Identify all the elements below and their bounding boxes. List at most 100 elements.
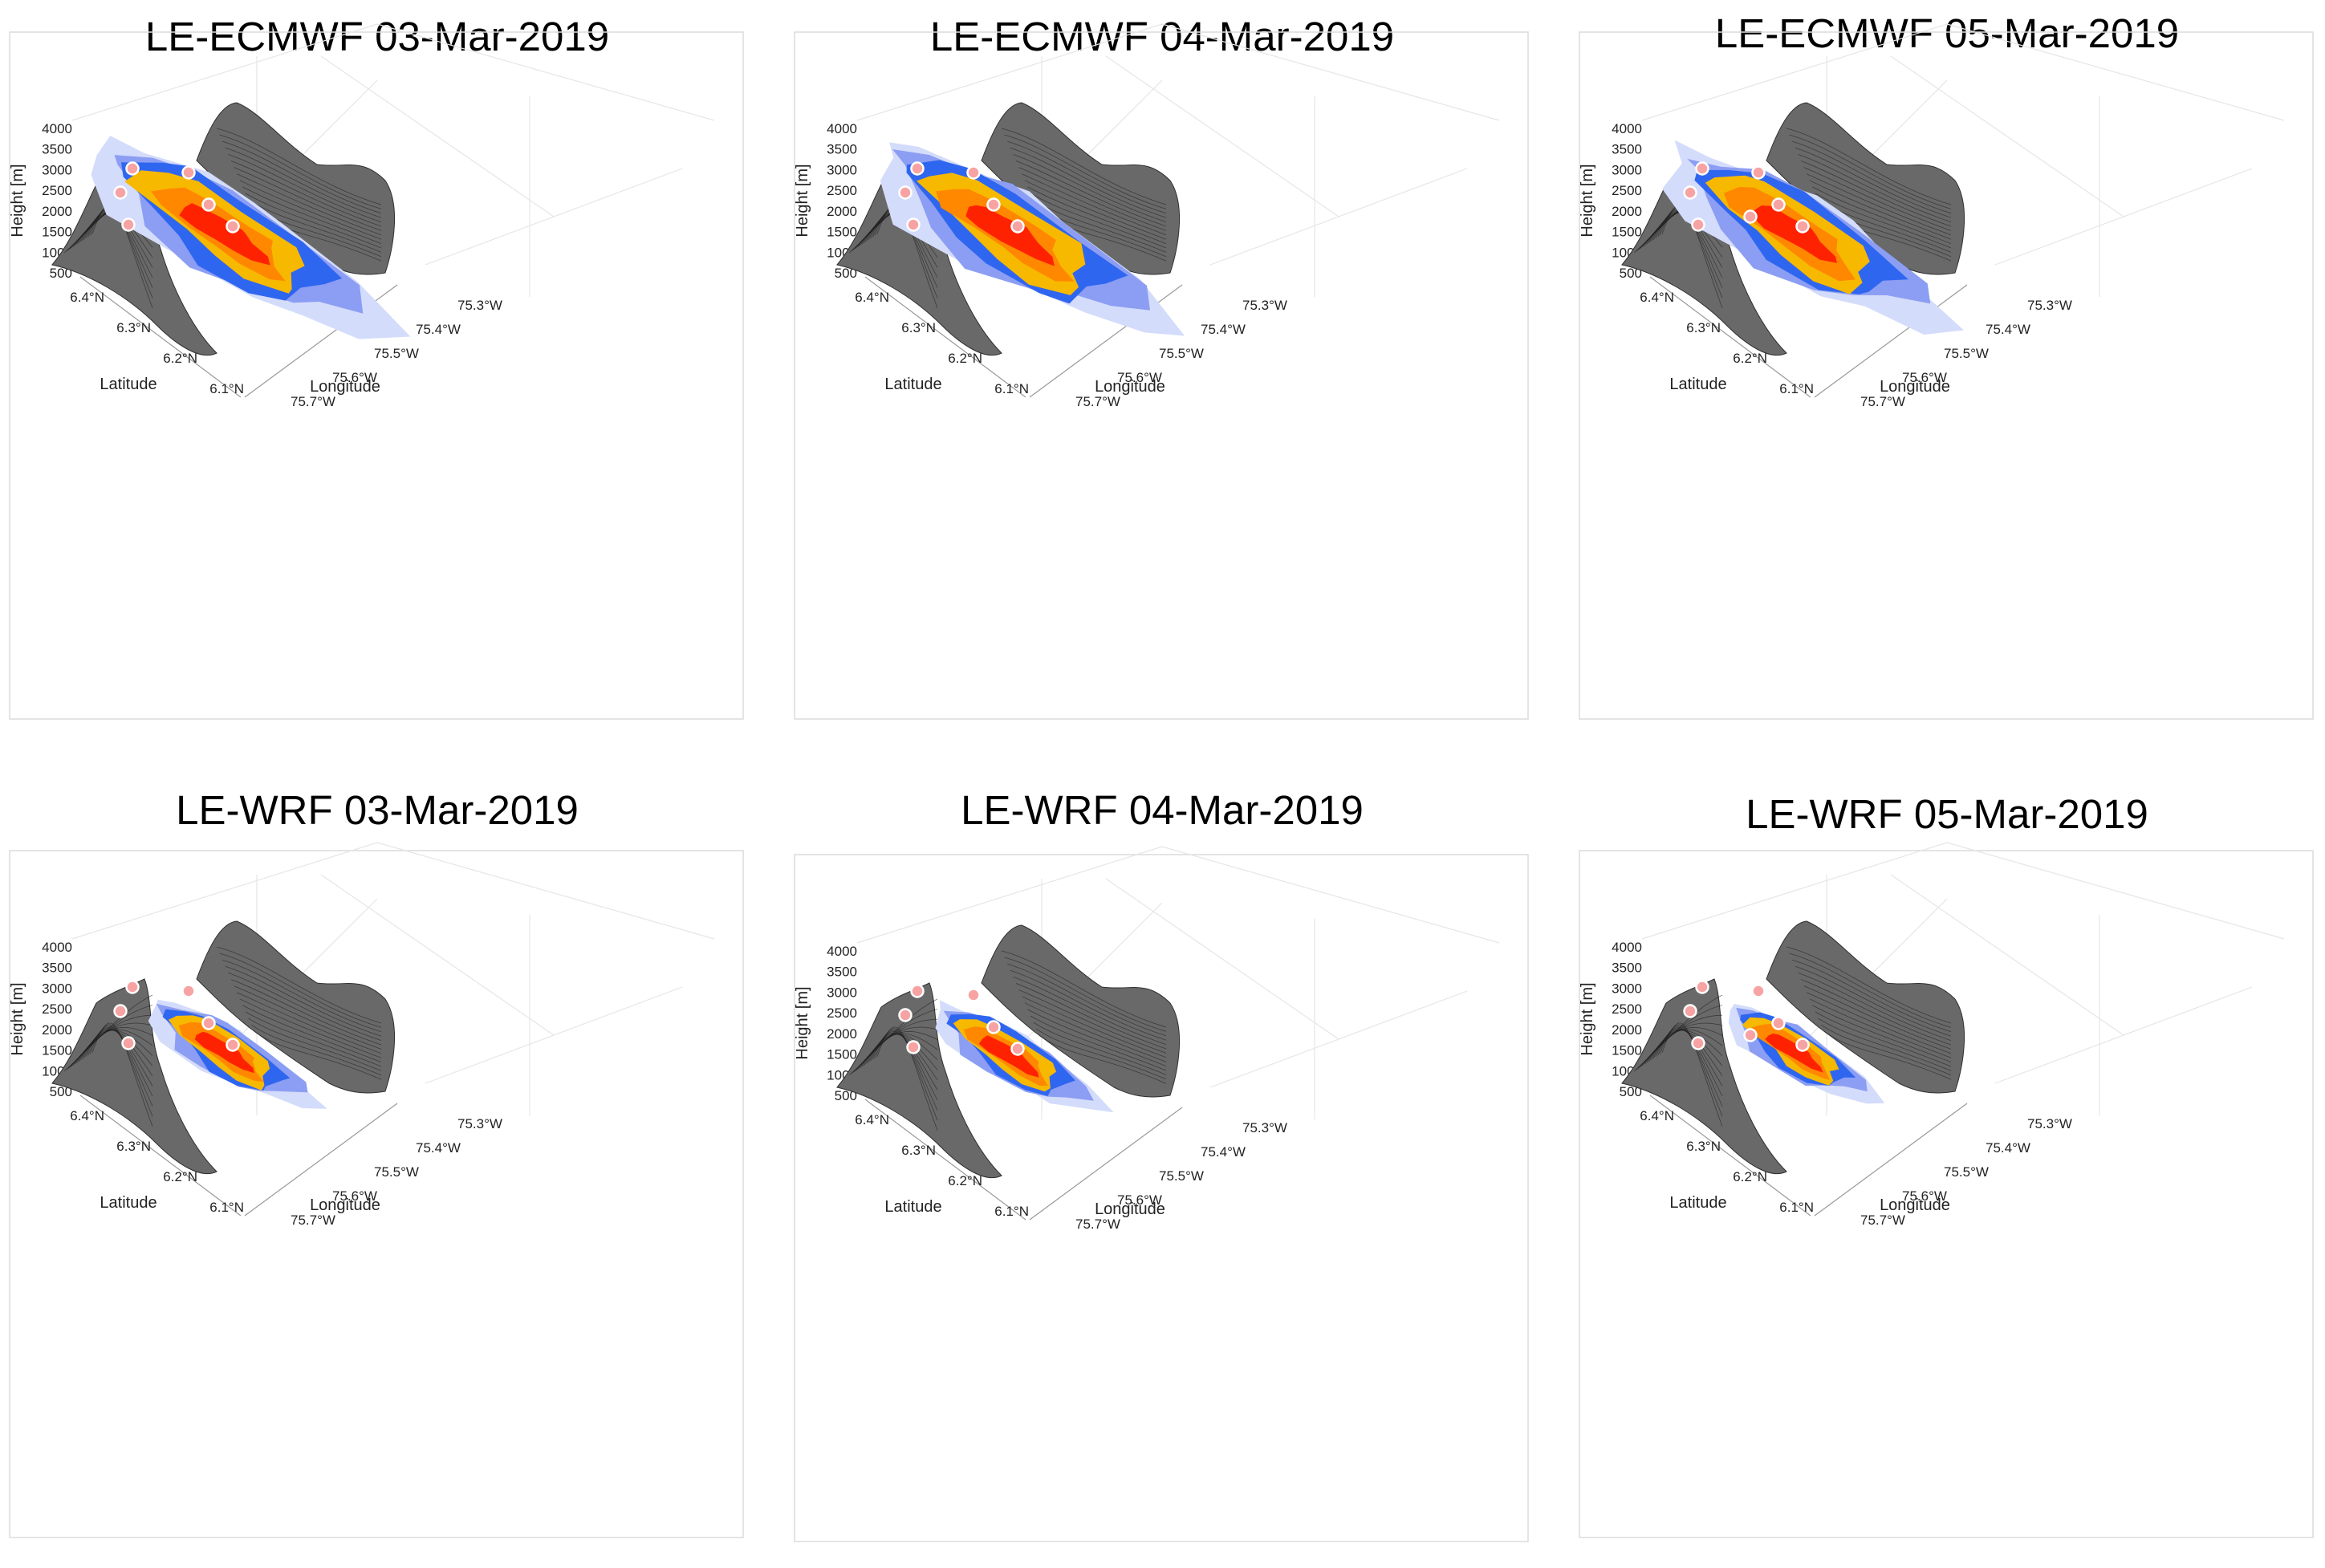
lat-tick-label: 6.1°N	[209, 1200, 244, 1215]
terrain-east	[196, 920, 396, 1094]
terrain-east	[1766, 920, 1965, 1094]
lon-tick-label: 75.3°W	[457, 1116, 502, 1131]
station-marker	[1691, 1036, 1705, 1050]
z-tick-label: 1500	[1612, 225, 1642, 240]
panel-wrf-03: LE-WRF 03-Mar-2019 4000 3500 3000 2500 2000 1…	[8, 787, 746, 1541]
contour-line	[1803, 167, 1952, 231]
contour-line	[1018, 167, 1167, 231]
contour-line	[1798, 154, 1952, 222]
panel-title: LE-WRF 04-Mar-2019	[961, 787, 1364, 833]
lat-axis-label: Latitude	[1669, 376, 1726, 393]
contour-line	[1809, 180, 1952, 240]
contour-line	[248, 199, 382, 253]
lat-axis-label: Latitude	[100, 376, 156, 393]
lon-tick-label: 75.4°W	[1986, 322, 2030, 337]
station-marker	[1691, 217, 1705, 232]
axes-box	[794, 31, 1529, 720]
lat-tick-label: 6.4°N	[855, 290, 889, 305]
terrain-east	[981, 924, 1181, 1098]
grid-line	[71, 842, 378, 940]
grid-line	[320, 874, 555, 1036]
contour-line	[245, 1011, 382, 1067]
grid-line	[1946, 23, 2285, 121]
z-tick-label: 3000	[827, 985, 857, 1000]
lon-tick-label: 75.3°W	[1242, 298, 1287, 313]
z-tick-label: 4000	[42, 121, 72, 136]
contour-line	[230, 160, 382, 227]
z-tick-label: 3500	[1612, 961, 1642, 976]
contour-line	[1812, 186, 1952, 244]
contour-line	[250, 1024, 382, 1076]
contour-line	[1815, 193, 1952, 249]
lat-tick-label: 6.2°N	[948, 1173, 982, 1188]
concentration-level-6	[1765, 1034, 1823, 1073]
lon-tick-label: 75.5°W	[374, 346, 419, 361]
grid-line	[71, 23, 378, 121]
lat-tick-label: 6.3°N	[116, 320, 151, 335]
contour-line	[1001, 128, 1167, 205]
panel-wrf-04: LE-WRF 04-Mar-2019 4000 3500 3000 2500 2000 1…	[793, 787, 1531, 1545]
z-axis-label: Height [m]	[9, 164, 26, 237]
lat-tick-label: 6.1°N	[209, 381, 244, 396]
z-tick-label: 1500	[1612, 1043, 1642, 1058]
station-marker	[1751, 984, 1766, 998]
grid-line	[856, 846, 1163, 944]
station-marker	[181, 984, 196, 998]
contour-line	[1013, 977, 1167, 1045]
z-tick-label: 2500	[827, 1005, 857, 1021]
concentration-level-6	[965, 205, 1055, 266]
lat-tick-label: 6.4°N	[70, 1108, 104, 1123]
lat-axis	[79, 1095, 242, 1217]
grid-line	[320, 55, 555, 217]
z-tick-label: 500	[1620, 1084, 1642, 1099]
lon-tick-label: 75.7°W	[291, 394, 335, 409]
z-tick-label: 2500	[42, 183, 72, 198]
lon-tick-label: 75.6°W	[1117, 1192, 1162, 1208]
station-marker	[113, 185, 128, 200]
contour-line	[1018, 989, 1167, 1054]
lat-tick-label: 6.3°N	[1686, 320, 1721, 335]
contour-line	[1001, 950, 1167, 1028]
station-marker	[966, 988, 981, 1002]
contour-line	[1798, 973, 1952, 1041]
station-marker	[201, 197, 216, 212]
station-marker	[986, 1020, 1001, 1034]
concentration-level-6	[1750, 205, 1838, 263]
station-marker	[1771, 197, 1786, 212]
z-tick-label: 2000	[827, 1026, 857, 1042]
z-tick-label: 2000	[1612, 1022, 1642, 1038]
grid-line	[376, 842, 715, 940]
lat-tick-label: 6.1°N	[994, 1204, 1029, 1219]
lon-tick-label: 75.7°W	[291, 1213, 335, 1228]
terrain-west	[836, 982, 1002, 1179]
contour-line	[1800, 979, 1952, 1046]
z-tick-label: 2000	[42, 204, 72, 219]
lat-tick-label: 6.1°N	[994, 381, 1029, 396]
station-marker	[226, 1038, 240, 1052]
lat-tick-label: 6.4°N	[70, 290, 104, 305]
z-tick-label: 500	[835, 266, 857, 281]
contour-line	[1795, 965, 1952, 1037]
lon-axis	[1814, 284, 1968, 398]
grid-line	[1641, 23, 1948, 121]
lon-tick-label: 75.7°W	[1860, 1213, 1905, 1228]
panel-title: LE-ECMWF 03-Mar-2019	[144, 14, 610, 59]
lon-axis	[1814, 1103, 1968, 1217]
z-tick-label: 3000	[42, 162, 72, 177]
lon-tick-label: 75.3°W	[1242, 1120, 1287, 1135]
lon-tick-label: 75.7°W	[1075, 1217, 1120, 1232]
contour-line	[83, 1028, 153, 1087]
grid-line	[1946, 842, 2285, 940]
lat-axis-label: Latitude	[100, 1194, 156, 1212]
z-tick-label: 2000	[827, 204, 857, 219]
z-tick-label: 1500	[827, 225, 857, 240]
contour-line	[1652, 1028, 1723, 1087]
contour-line	[1823, 1030, 1952, 1080]
station-marker	[1751, 165, 1766, 180]
lon-tick-label: 75.4°W	[416, 322, 461, 337]
contour-line	[239, 180, 382, 240]
z-tick-label: 500	[50, 1084, 72, 1099]
lon-tick-label: 75.4°W	[1986, 1140, 2030, 1156]
